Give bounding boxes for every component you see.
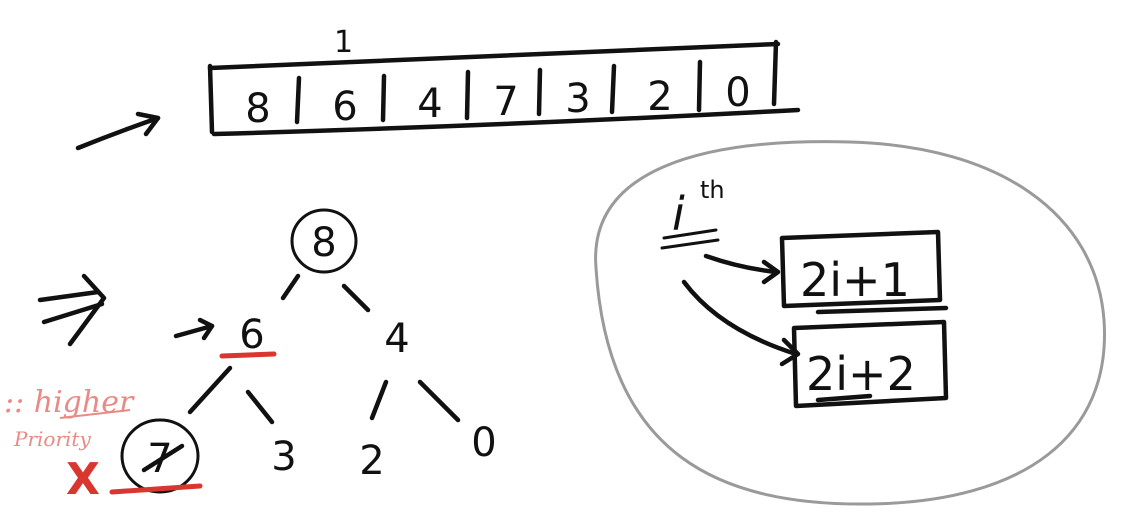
note-x-mark: X: [66, 454, 100, 505]
tree-node-left-right: 3: [271, 434, 296, 480]
array-cell-5: 2: [647, 74, 672, 120]
array-separator: [609, 63, 617, 115]
formula-superscript: th: [700, 176, 725, 204]
right-child-underline: [815, 393, 873, 403]
arrow-to-left-child-icon: [703, 253, 779, 275]
array-bottom-border: [211, 107, 801, 137]
arrow-to-node-6-icon: [173, 317, 215, 341]
formula-left-child: 2i+1: [800, 253, 910, 307]
note-underline: [59, 409, 131, 419]
tree-edge: [245, 389, 275, 425]
left-child-box: [779, 229, 943, 309]
arrow-to-array-icon: [75, 111, 161, 151]
array-separator: [380, 73, 387, 123]
node-7-underline: [109, 483, 203, 495]
node-7-strike: [141, 443, 185, 473]
tree-edge: [187, 365, 233, 415]
tree-edge: [369, 379, 389, 421]
tree-node-root: 8: [311, 220, 336, 266]
array-separator: [696, 59, 703, 113]
tree-node-right-right: 0: [471, 420, 496, 466]
array-cell-4: 3: [565, 76, 590, 122]
array: 1 8 6 4 7 3 2 0: [207, 25, 801, 137]
array-cell-6: 0: [725, 70, 750, 116]
double-arrow-to-tree-icon: [37, 273, 107, 347]
note-priority: Priority: [13, 427, 91, 451]
bubble-outline: [594, 140, 1106, 506]
formula-right-child: 2i+2: [806, 347, 916, 401]
array-cell-1: 6: [332, 84, 357, 130]
arrow-to-left-child-head: [761, 259, 781, 285]
tree-node-left: 6: [239, 312, 264, 358]
array-index-label: 1: [334, 25, 353, 60]
tree-node-right: 4: [384, 316, 409, 362]
array-right-edge: [771, 39, 779, 107]
array-top-border: [207, 41, 781, 71]
node-6-underline: [219, 351, 277, 359]
arrow-to-right-child-icon: [681, 279, 799, 357]
left-child-underline: [815, 305, 949, 315]
array-left-edge: [207, 63, 215, 135]
tree-node-left-left-circle: [120, 418, 200, 494]
tree-edge: [341, 283, 371, 313]
array-cell-2: 4: [417, 81, 442, 127]
tree-edge: [417, 379, 461, 423]
array-cell-3: 7: [493, 79, 518, 125]
formula-index-symbol: i: [672, 187, 685, 241]
formula-bubble: i th 2i+1 2i+2: [594, 140, 1106, 506]
tree-node-root-circle: [290, 208, 358, 274]
binary-tree: 8 6 4 7 3 2 0: [109, 208, 497, 495]
priority-note: :: higher Priority X: [4, 385, 135, 505]
tree-node-right-left: 2: [359, 438, 384, 484]
tree-edge: [280, 273, 301, 301]
array-separator: [536, 67, 543, 117]
index-underline: [660, 238, 720, 250]
arrow-to-right-child-head: [779, 337, 801, 367]
array-separator: [464, 69, 471, 121]
index-underline: [662, 228, 718, 240]
right-child-box: [791, 319, 949, 409]
array-cell-0: 8: [245, 86, 270, 132]
note-higher: :: higher: [4, 385, 135, 420]
array-separator: [294, 75, 302, 125]
